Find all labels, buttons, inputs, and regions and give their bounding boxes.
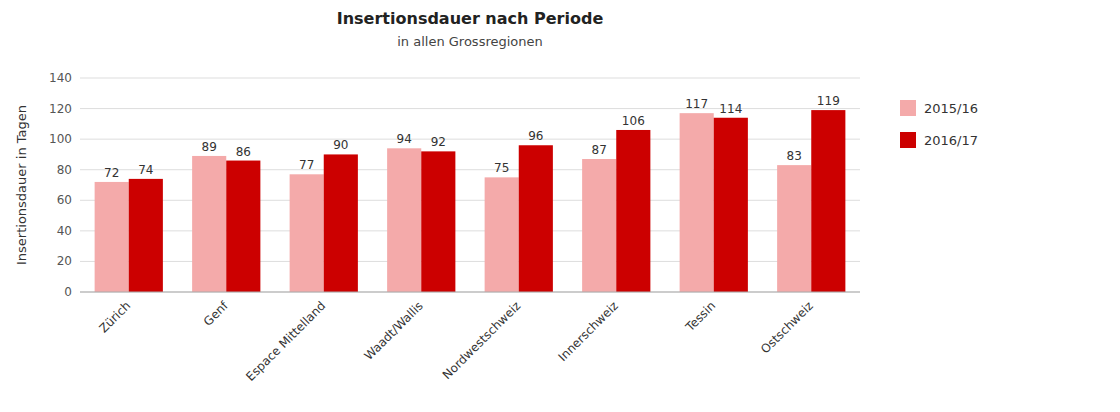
y-tick-label: 100 [49, 132, 72, 146]
bar [616, 130, 650, 292]
bar [95, 182, 129, 292]
data-label: 72 [104, 166, 119, 180]
data-labels: 72 89 77 94 75 87 117 83 74 86 90 92 96 106 114 119 [104, 94, 840, 180]
x-tick-label: Genf [201, 298, 232, 329]
chart-container: Insertionsdauer nach Periode in allen Gro… [0, 0, 1120, 412]
legend-label: 2015/16 [924, 101, 978, 116]
bars [95, 110, 846, 292]
bar [519, 145, 553, 292]
x-tick-label: Tessin [682, 299, 718, 335]
x-axis: Zürich Genf Espace Mittelland Waadt/WallisN… [80, 292, 860, 384]
grid-line [80, 108, 860, 109]
y-tick-label: 140 [49, 71, 72, 85]
x-tick-label: Espace Mittelland [243, 299, 328, 384]
x-axis-line [80, 292, 860, 293]
title: Insertionsdauer nach Periode [337, 9, 604, 28]
bar [714, 118, 748, 292]
bar [680, 113, 714, 292]
data-label: 74 [138, 163, 153, 177]
grid-line [80, 292, 860, 293]
x-tick-label: Zürich [96, 299, 133, 336]
bar [290, 174, 324, 292]
data-label: 77 [299, 158, 314, 172]
legend: 2015/16 2016/17 [900, 100, 978, 148]
data-label: 106 [622, 114, 645, 128]
data-label: 90 [333, 138, 348, 152]
bar [777, 165, 811, 292]
data-label: 92 [431, 135, 446, 149]
bar [582, 159, 616, 292]
data-label: 94 [397, 132, 412, 146]
y-tick-label: 120 [49, 102, 72, 116]
data-label: 114 [719, 102, 742, 116]
x-tick-label: Innerschweiz [556, 299, 621, 364]
data-label: 96 [528, 129, 543, 143]
bar [421, 151, 455, 292]
x-tick-label: Ostschweiz [758, 299, 816, 357]
bar [811, 110, 845, 292]
bar [324, 154, 358, 292]
legend-swatch [900, 100, 916, 116]
data-label: 119 [817, 94, 840, 108]
y-tick-label: 60 [57, 193, 72, 207]
y-tick-label: 40 [57, 224, 72, 238]
x-tick-label: Nordwestschweiz [440, 299, 524, 383]
data-label: 89 [202, 140, 217, 154]
subtitle: in allen Grossregionen [397, 34, 543, 49]
data-label: 87 [592, 143, 607, 157]
y-tick-label: 0 [64, 285, 72, 299]
bar [192, 156, 226, 292]
y-tick-label: 80 [57, 163, 72, 177]
data-label: 75 [494, 161, 509, 175]
legend-label: 2016/17 [924, 133, 978, 148]
bar [485, 177, 519, 292]
y-tick-label: 20 [57, 254, 72, 268]
data-label: 117 [685, 97, 708, 111]
x-tick-label: Waadt/Wallis [362, 299, 426, 363]
y-axis-label: Insertionsdauer in Tagen [14, 105, 29, 265]
legend-swatch [900, 132, 916, 148]
y-axis: 0 20 40 60 80 100 120 140 [49, 71, 860, 299]
grid-line [80, 78, 860, 79]
bar [129, 179, 163, 292]
bar [387, 148, 421, 292]
bar [226, 161, 260, 292]
chart: Insertionsdauer nach Periode in allen Gro… [0, 0, 1120, 412]
data-label: 83 [787, 149, 802, 163]
data-label: 86 [236, 145, 251, 159]
